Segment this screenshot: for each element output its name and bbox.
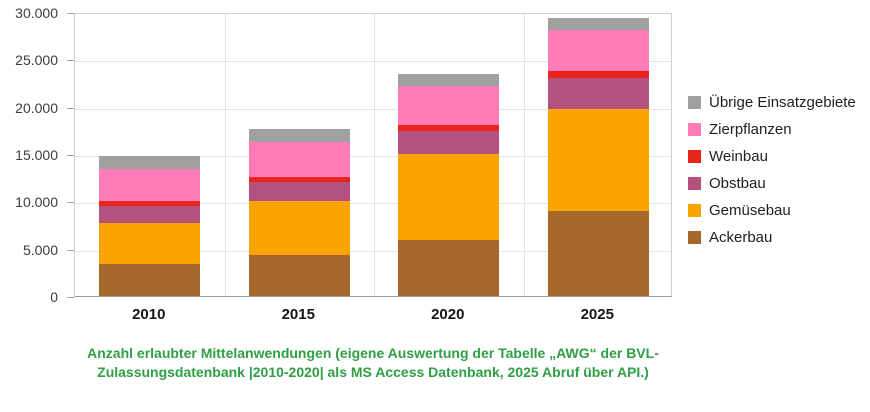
gridline-vertical xyxy=(374,14,375,296)
legend-swatch xyxy=(688,204,701,217)
y-axis-tick xyxy=(67,202,74,204)
bar-segment-ackerbau xyxy=(99,263,201,296)
bar-segment-übrige-einsatzgebiete xyxy=(547,17,649,31)
bar-segment-obstbau xyxy=(547,78,649,110)
stacked-bar-2010 xyxy=(99,156,201,296)
legend-label: Weinbau xyxy=(709,148,768,165)
y-axis-tick xyxy=(67,60,74,62)
bar-segment-gemüsebau xyxy=(398,154,500,241)
x-axis-label-2010: 2010 xyxy=(132,306,166,323)
legend-swatch xyxy=(688,150,701,163)
x-axis-label-2025: 2025 xyxy=(580,306,614,323)
bar-segment-zierpflanzen xyxy=(547,30,649,71)
gridline-horizontal xyxy=(75,250,671,252)
bar-segment-ackerbau xyxy=(398,240,500,296)
legend-item-übrige-einsatzgebiete: Übrige Einsatzgebiete xyxy=(688,94,856,111)
x-axis-label-2015: 2015 xyxy=(281,306,315,323)
stacked-bar-2020 xyxy=(398,73,500,296)
legend: Übrige Einsatzgebiete Zierpflanzen Weinbau… xyxy=(688,94,856,246)
bar-segment-weinbau xyxy=(99,200,201,207)
bar-segment-übrige-einsatzgebiete xyxy=(99,156,201,169)
y-axis-tick xyxy=(67,13,74,14)
legend-item-obstbau: Obstbau xyxy=(688,175,856,192)
gridline-horizontal xyxy=(75,203,671,205)
caption-line-2: Zulassungsdatenbank |2010-2020| als MS A… xyxy=(97,364,649,380)
legend-label: Zierpflanzen xyxy=(709,121,792,138)
gridline-vertical xyxy=(224,14,226,296)
bar-segment-obstbau xyxy=(99,206,201,224)
bar-segment-übrige-einsatzgebiete xyxy=(398,73,500,86)
y-axis-tick xyxy=(67,249,74,251)
y-axis-tick xyxy=(67,297,74,298)
gridline-horizontal xyxy=(75,108,671,110)
gridline-horizontal xyxy=(75,61,671,63)
x-axis-label-2020: 2020 xyxy=(431,306,465,323)
y-axis-tick xyxy=(67,155,74,156)
legend-label: Obstbau xyxy=(709,175,766,192)
legend-swatch xyxy=(688,123,701,136)
gridline-vertical xyxy=(523,14,525,296)
legend-item-zierpflanzen: Zierpflanzen xyxy=(688,121,856,138)
y-axis-label: 10.000 xyxy=(15,194,58,211)
bar-segment-übrige-einsatzgebiete xyxy=(248,128,350,143)
y-axis-label: 25.000 xyxy=(15,52,58,69)
legend-item-weinbau: Weinbau xyxy=(688,148,856,165)
y-axis-label: 15.000 xyxy=(15,147,58,163)
y-axis-label: 5.000 xyxy=(22,241,58,258)
bar-segment-gemüsebau xyxy=(248,200,350,256)
legend-label: Ackerbau xyxy=(709,229,773,246)
legend-swatch xyxy=(688,231,701,244)
bar-segment-gemüsebau xyxy=(547,109,649,211)
y-axis-label: 30.000 xyxy=(15,5,58,21)
bar-segment-weinbau xyxy=(547,70,649,79)
bar-segment-weinbau xyxy=(398,124,500,131)
bar-segment-zierpflanzen xyxy=(248,142,350,177)
legend-label: Übrige Einsatzgebiete xyxy=(709,94,856,111)
y-axis-tick xyxy=(67,107,74,109)
bar-segment-weinbau xyxy=(248,176,350,183)
legend-swatch xyxy=(688,96,701,109)
stacked-bar-2025 xyxy=(547,17,649,296)
bar-segment-obstbau xyxy=(398,130,500,155)
stacked-bar-2015 xyxy=(248,128,350,296)
bar-segment-gemüsebau xyxy=(99,223,201,264)
caption-line-1: Anzahl erlaubter Mittelanwendungen (eige… xyxy=(87,345,659,361)
legend-item-gemüsebau: Gemüsebau xyxy=(688,202,856,219)
caption: Anzahl erlaubter Mittelanwendungen (eige… xyxy=(30,344,716,382)
plot-area xyxy=(74,13,672,297)
bar-segment-zierpflanzen xyxy=(99,168,201,201)
bar-segment-zierpflanzen xyxy=(398,85,500,125)
legend-item-ackerbau: Ackerbau xyxy=(688,229,856,246)
y-axis-label: 0 xyxy=(50,289,58,305)
bar-segment-obstbau xyxy=(248,182,350,201)
bar-segment-ackerbau xyxy=(248,255,350,296)
gridline-horizontal xyxy=(75,156,671,157)
bar-segment-ackerbau xyxy=(547,210,649,296)
y-axis-label: 20.000 xyxy=(15,99,58,116)
legend-swatch xyxy=(688,177,701,190)
legend-label: Gemüsebau xyxy=(709,202,791,219)
